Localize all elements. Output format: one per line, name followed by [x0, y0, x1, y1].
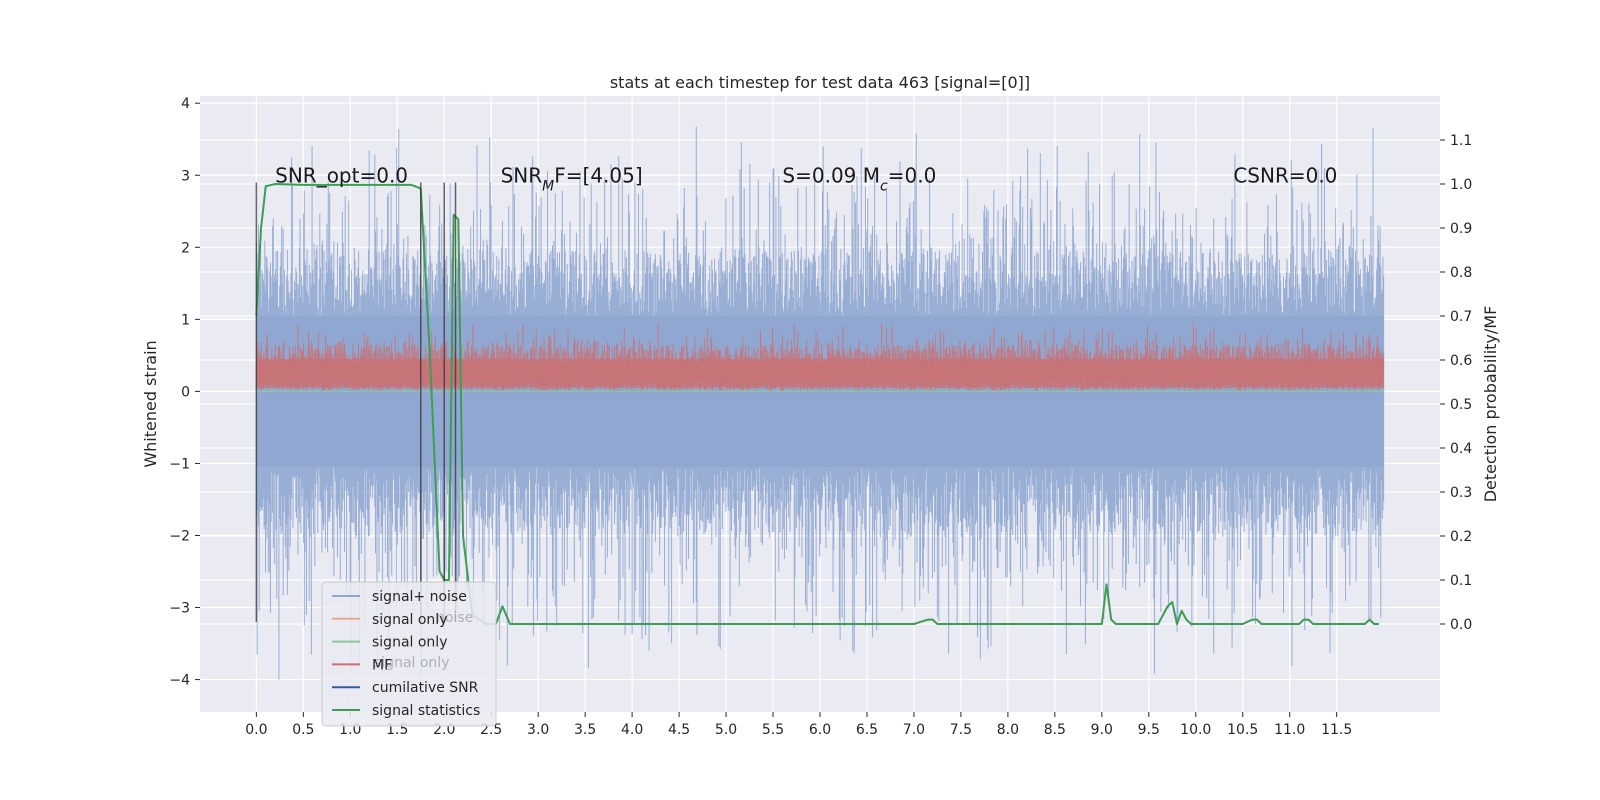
y2-tick-label: 0.2 [1450, 529, 1472, 545]
x-tick-label: 8.0 [997, 722, 1019, 738]
x-tick-label: 11.0 [1274, 722, 1305, 738]
y-tick-label: −3 [169, 601, 190, 617]
y2-tick-label: 0.8 [1450, 265, 1472, 281]
y-axis-label: Whitened strain [141, 340, 160, 467]
x-tick-label: 6.0 [809, 722, 831, 738]
y-tick-label: −1 [169, 456, 190, 472]
x-tick-label: 5.5 [762, 722, 784, 738]
x-tick-label: 3.5 [574, 722, 596, 738]
x-axis-ticks: 0.0 0.5 1.0 1.5 2.0 2.5 3.0 3.5 4.0 4.5 5.0 5.5 6.0 6… [245, 712, 1352, 738]
annotation: SNRMF=[4.05] [501, 163, 643, 194]
chart-title: stats at each timestep for test data 463… [610, 73, 1030, 92]
annotation: S=0.09 Mc=0.0 [782, 163, 936, 194]
x-tick-label: 4.5 [668, 722, 690, 738]
vertical-markers [255, 182, 457, 622]
legend-ghost-label: signal only [374, 655, 449, 671]
legend-entry-label: signal only [372, 612, 447, 628]
legend-entry-label: signal+ noise [372, 589, 467, 605]
y2-tick-label: 0.1 [1450, 573, 1472, 589]
x-tick-label: 8.5 [1044, 722, 1066, 738]
y2-tick-label: 0.6 [1450, 353, 1472, 369]
y-tick-label: 4 [181, 96, 190, 112]
y2-tick-label: 0.7 [1450, 309, 1472, 325]
y2-tick-label: 0.3 [1450, 485, 1472, 501]
legend-entry-label: signal statistics [372, 703, 480, 719]
y-tick-label: 2 [181, 240, 190, 256]
y2-axis-ticks: 0.0 0.1 0.2 0.3 0.4 0.5 0.6 0.7 0.8 0.9 1.0 1.1 [1440, 133, 1472, 633]
y-tick-label: 1 [181, 312, 190, 328]
legend-entry-label: MF [372, 657, 392, 673]
y-tick-label: −4 [169, 673, 190, 689]
y2-tick-label: 1.1 [1450, 133, 1472, 149]
legend-entry-label: cumilative SNR [372, 680, 479, 696]
x-tick-label: 11.5 [1321, 722, 1352, 738]
x-tick-label: 6.5 [856, 722, 878, 738]
x-tick-label: 10.0 [1180, 722, 1211, 738]
x-tick-label: 0.0 [245, 722, 267, 738]
y-tick-label: 0 [181, 384, 190, 400]
y-tick-label: −2 [169, 528, 190, 544]
y-axis-ticks: −4 −3 −2 −1 0 1 2 3 4 [169, 96, 200, 689]
y-tick-label: 3 [181, 168, 190, 184]
annotation: SNR_opt=0.0 [275, 163, 408, 187]
x-tick-label: 7.0 [903, 722, 925, 738]
y2-axis-label: Detection probability/MF [1481, 306, 1500, 503]
x-tick-label: 3.0 [527, 722, 549, 738]
legend-box [321, 581, 497, 727]
legend-ghost-label: noise [436, 610, 473, 626]
y2-tick-label: 1.0 [1450, 177, 1472, 193]
y2-tick-label: 0.0 [1450, 617, 1472, 633]
x-tick-label: 4.0 [621, 722, 643, 738]
annotation: CSNR=0.0 [1233, 163, 1337, 187]
annotations: SNR_opt=0.0 SNRMF=[4.05] S=0.09 Mc=0.0 CSNR… [275, 163, 1337, 194]
x-tick-label: 7.5 [950, 722, 972, 738]
series-signal-statistics [255, 183, 1379, 625]
x-tick-label: 0.5 [292, 722, 314, 738]
x-tick-label: 5.0 [715, 722, 737, 738]
y2-tick-label: 0.4 [1450, 441, 1472, 457]
x-tick-label: 9.5 [1138, 722, 1160, 738]
y2-tick-label: 0.9 [1450, 221, 1472, 237]
x-tick-label: 10.5 [1227, 722, 1258, 738]
legend-entry-label: signal only [372, 635, 447, 651]
y2-tick-label: 0.5 [1450, 397, 1472, 413]
x-tick-label: 9.0 [1091, 722, 1113, 738]
